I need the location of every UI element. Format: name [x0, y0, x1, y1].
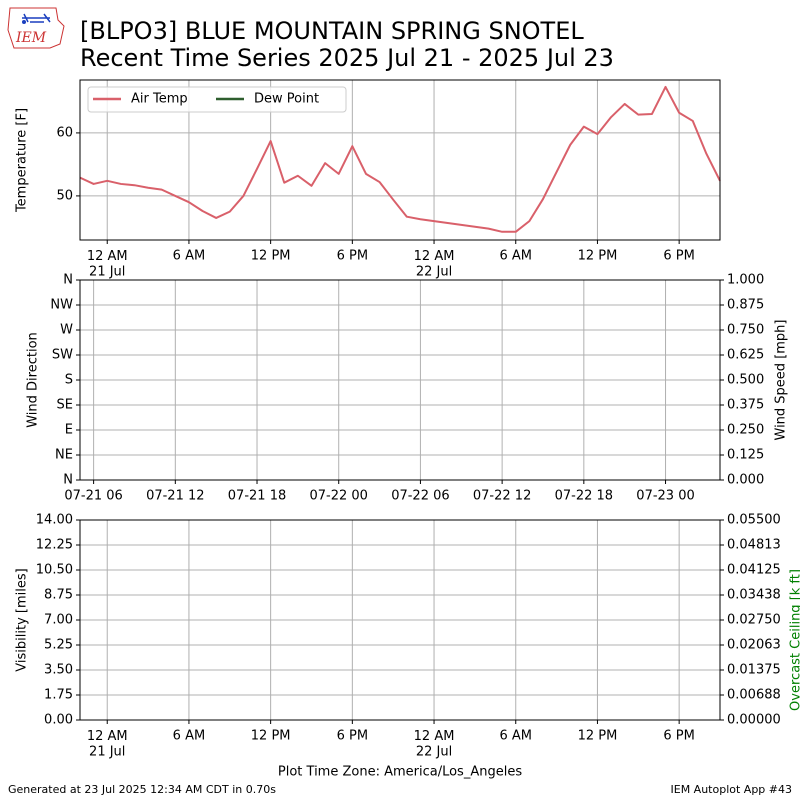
x-tick-label: 07-22 06 [391, 489, 449, 504]
y-tick-label: 10.50 [36, 563, 73, 578]
panel: 07-21 06 07-21 12 07-21 18 07-22 00 07-22 06… [26, 273, 789, 504]
x-tick-label: 12 PM [251, 249, 291, 264]
x-tick-label: 6 PM [663, 249, 694, 264]
x-tick-label: 6 PM [663, 729, 694, 744]
y-tick-label: SE [57, 398, 73, 413]
y-tick-label: 60 [56, 125, 73, 140]
y-tick-label: 7.00 [44, 613, 73, 628]
y2-tick-label: 1.000 [727, 273, 764, 288]
x-tick-label: 07-21 06 [64, 489, 122, 504]
x-tick-label: 07-22 12 [473, 489, 531, 504]
logo-dot [22, 20, 26, 24]
y2-tick-label: 0.02750 [727, 613, 781, 628]
y-tick-label: 50 [56, 188, 73, 203]
x-tick-label: 12 PM [251, 729, 291, 744]
x-tick-label: 07-22 00 [309, 489, 367, 504]
y2-tick-label: 0.875 [727, 298, 764, 313]
x-tick-label: 6 AM [499, 729, 532, 744]
y-axis-label: Temperature [F] [15, 108, 30, 213]
y2-tick-label: 0.625 [727, 348, 764, 363]
x-tick-label: 07-22 18 [555, 489, 613, 504]
y2-tick-label: 0.375 [727, 398, 764, 413]
y2-tick-label: 0.750 [727, 323, 764, 338]
x-tick-label: 6 AM [173, 249, 206, 264]
y2-tick-label: 0.04813 [727, 538, 781, 553]
y-tick-label: 3.50 [44, 663, 73, 678]
x-tick-label: 07-21 18 [228, 489, 286, 504]
y2-axis-label: Wind Speed [mph] [774, 320, 789, 441]
y2-axis-label: Overcast Ceiling [k ft] [789, 569, 800, 711]
y2-tick-label: 0.00688 [727, 688, 781, 703]
y-tick-label: 5.25 [44, 638, 73, 653]
x-tick-label: 6 AM [499, 249, 532, 264]
y-tick-label: 8.75 [44, 588, 73, 603]
y-tick-label: N [63, 273, 73, 288]
x-tick-label: 12 PM [578, 249, 618, 264]
x-tick-label: 6 PM [337, 249, 368, 264]
chart-subtitle: Recent Time Series 2025 Jul 21 - 2025 Ju… [80, 44, 614, 72]
y-axis-label: Visibility [miles] [15, 568, 30, 671]
x-tick-label: 6 PM [337, 729, 368, 744]
y2-tick-label: 0.03438 [727, 588, 781, 603]
y2-tick-label: 0.05500 [727, 513, 781, 528]
y2-tick-label: 0.250 [727, 423, 764, 438]
footer-left: Generated at 23 Jul 2025 12:34 AM CDT in… [8, 783, 276, 796]
x-axis-label: Plot Time Zone: America/Los_Angeles [278, 765, 522, 780]
legend-label: Dew Point [254, 92, 319, 107]
y-tick-label: W [60, 323, 73, 338]
logo: IEM [8, 8, 64, 48]
y-axis-label: Wind Direction [26, 332, 41, 428]
y2-tick-label: 0.00000 [727, 713, 781, 728]
y-tick-label: NW [50, 298, 73, 313]
legend: Air Temp Dew Point [88, 87, 346, 112]
y2-tick-label: 0.02063 [727, 638, 781, 653]
chart-title: [BLPO3] BLUE MOUNTAIN SPRING SNOTEL [80, 17, 584, 45]
y-tick-label: E [65, 423, 73, 438]
y-tick-label: NE [55, 448, 73, 463]
y2-tick-label: 0.500 [727, 373, 764, 388]
y-tick-label: SW [52, 348, 73, 363]
y-tick-label: 14.00 [36, 513, 73, 528]
y-tick-label: 12.25 [36, 538, 73, 553]
x-tick-label: 6 AM [173, 729, 206, 744]
y2-tick-label: 0.000 [727, 473, 764, 488]
y2-tick-label: 0.04125 [727, 563, 781, 578]
x-tick-label: 07-23 00 [636, 489, 694, 504]
y-tick-label: 0.00 [44, 713, 73, 728]
y2-tick-label: 0.01375 [727, 663, 781, 678]
footer-right: IEM Autoplot App #43 [671, 783, 793, 796]
y-tick-label: N [63, 473, 73, 488]
y-tick-label: S [65, 373, 73, 388]
y-tick-label: 1.75 [44, 688, 73, 703]
logo-text: IEM [15, 30, 47, 46]
x-tick-label: 07-21 12 [146, 489, 204, 504]
legend-label: Air Temp [131, 92, 188, 107]
x-tick-label: 12 PM [578, 729, 618, 744]
y2-tick-label: 0.125 [727, 448, 764, 463]
